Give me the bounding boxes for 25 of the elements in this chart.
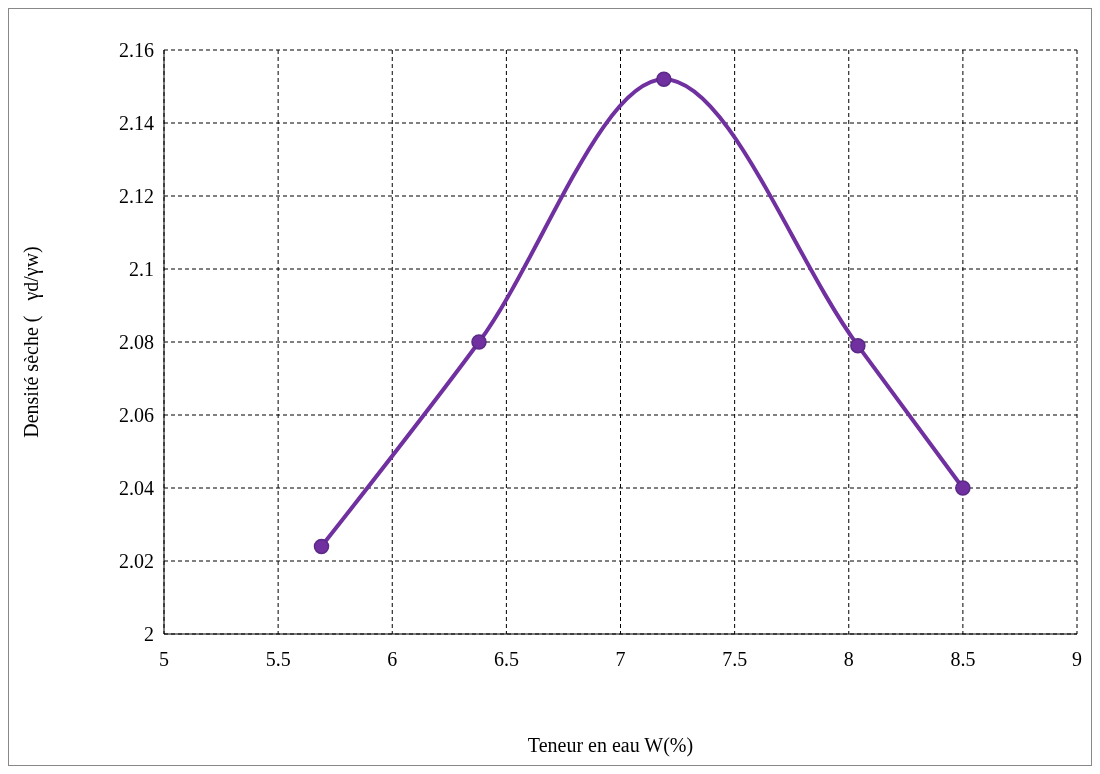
- x-tick-label: 8: [843, 648, 854, 670]
- point: [656, 71, 672, 87]
- x-tick-label: 8.5: [950, 648, 976, 670]
- y-tick-label: 2: [144, 623, 154, 645]
- y-tick-label: 2.12: [119, 185, 154, 207]
- point: [471, 334, 487, 350]
- x-axis-title: Teneur en eau W(%): [527, 734, 694, 757]
- x-tick-label: 7.5: [722, 648, 748, 670]
- x-tick-label: 6.5: [493, 648, 519, 670]
- y-axis-title: Densité sèche ( γd/γw): [20, 246, 43, 438]
- point: [313, 538, 330, 555]
- x-tick-label: 6: [387, 648, 398, 670]
- x-tick-label: 5.5: [265, 648, 291, 670]
- x-tick-label: 9: [1072, 648, 1082, 670]
- y-tick-label: 2.06: [119, 404, 154, 426]
- y-tick-label: 2.04: [119, 477, 154, 499]
- y-tick-label: 2.08: [119, 331, 154, 353]
- y-tick-label: 2.16: [119, 39, 154, 61]
- x-tick-label: 7: [615, 648, 626, 670]
- y-tick-label: 2.14: [119, 112, 154, 134]
- point: [955, 480, 971, 496]
- x-tick-label: 5: [159, 648, 169, 670]
- y-tick-label: 2.02: [119, 550, 154, 572]
- point: [850, 337, 866, 354]
- y-tick-label: 2.1: [129, 258, 154, 280]
